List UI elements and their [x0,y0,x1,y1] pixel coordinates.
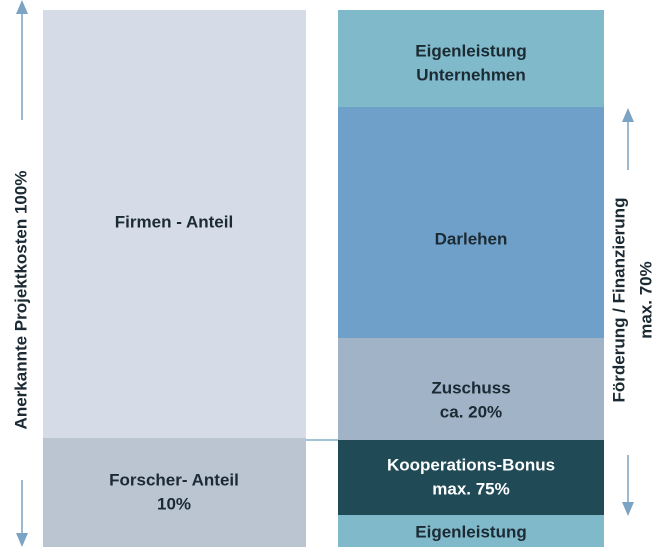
left-label-bg [11,120,33,480]
block-label: Unternehmen [416,65,526,84]
block-eigenleistung [338,10,604,107]
block-label: Kooperations-Bonus [387,455,555,474]
block-eigenleistung-2 [338,515,604,547]
right-label-bg [608,170,657,455]
block-zuschuss [338,338,604,440]
left-arrow-head [16,0,28,14]
left-axis-label: Anerkannte Projektkosten 100% [11,171,30,430]
block-label: Firmen - Anteil [115,212,233,231]
block-label: Forscher- Anteil [109,470,239,489]
block-forscher [43,438,306,547]
block-darlehen [338,107,604,338]
right-arrow-head [622,502,634,516]
block-label: Eigenleistung [415,41,526,60]
block-label: Darlehen [435,229,508,248]
right-arrow-head [622,108,634,122]
block-label: Zuschuss [431,378,510,397]
left-arrow-head [16,533,28,547]
block-label: max. 70% [636,261,655,339]
block-label: ca. 20% [440,402,502,421]
block-label: Förderung / Finanzierung [609,198,628,403]
block-label: 10% [157,494,191,513]
block-label: Eigenleistung [415,522,526,541]
block-label: max. 75% [432,479,510,498]
block-firmen [43,10,306,438]
block-bonus [338,440,604,515]
